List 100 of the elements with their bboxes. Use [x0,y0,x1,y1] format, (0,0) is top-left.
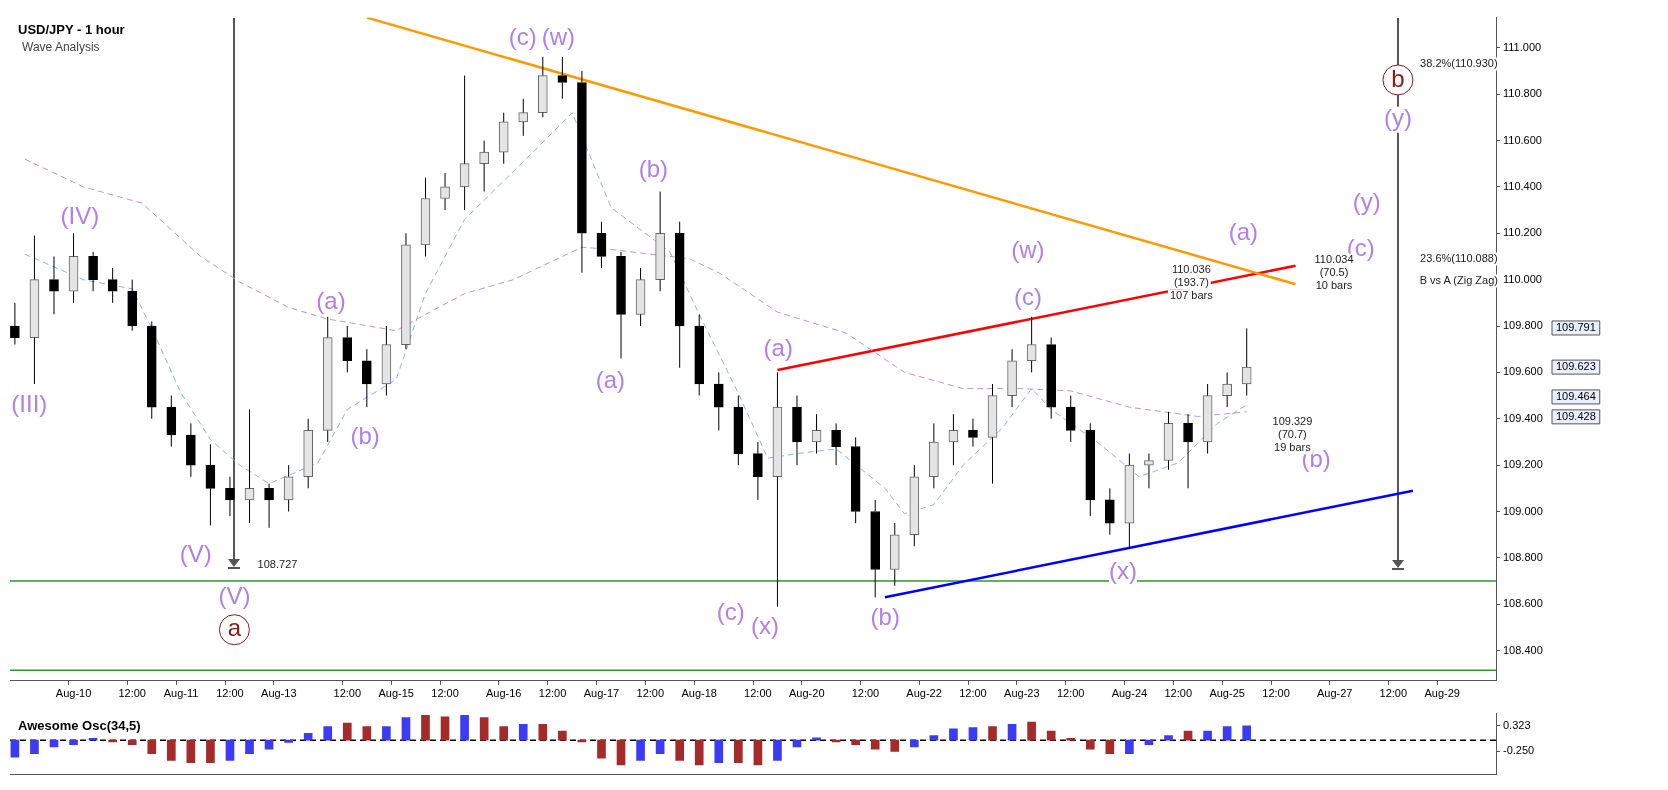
bar [773,739,782,761]
bar [401,717,411,741]
bar [460,715,469,741]
bar [1125,739,1134,755]
candlestick [68,232,79,304]
annotation: (a) [1228,217,1259,245]
y-tick-label: 109.000 [1503,504,1543,517]
annotation: (IV) [60,201,100,229]
y-tick-label: 110.800 [1503,87,1542,100]
text: 109.791 [1556,321,1596,334]
candlestick [283,464,294,513]
bar [968,727,978,741]
bar [949,728,958,741]
candlestick [792,395,802,466]
candlestick [303,418,314,489]
annotation: (c) [1013,282,1042,310]
candlestick [1026,316,1037,373]
bar [1066,738,1076,741]
y-tick-label: 109.800 [1503,319,1543,332]
candlestick [733,395,744,466]
y-tick-label: 110.000 [1503,272,1542,285]
x-tick-label: 12:00 [333,687,362,700]
y-tick-label: -0.250 [1503,744,1535,757]
candlestick [1046,337,1057,420]
bar [1164,735,1173,741]
x-tick-label: Aug-20 [789,687,825,700]
candlestick [889,522,900,587]
candlestick [1124,453,1135,550]
bar [851,739,860,746]
annotation: (b) [350,422,380,450]
candlestick [264,483,274,529]
bar [538,724,548,741]
candlestick [713,371,724,431]
candlestick [616,251,626,359]
annotation: (x) [1109,556,1138,584]
annotation: (y) [1352,187,1381,215]
x-tick-label: 12:00 [851,687,880,700]
bar [988,726,997,741]
text: 109.428 [1556,409,1596,422]
annotation: (V) [179,540,212,568]
bar [342,722,352,741]
candlestick [146,320,157,420]
candlestick [850,436,861,524]
bar [186,739,196,764]
annotation: (a) [595,366,626,394]
y-tick-label: 109.600 [1503,365,1543,378]
annotation: (c) [508,22,537,50]
bar [421,715,430,741]
bar [10,739,20,758]
bar [245,739,254,755]
bar [30,739,39,755]
candlestick [127,279,138,332]
candlestick [988,383,997,485]
bar [734,739,743,764]
annotation: (y) [1383,104,1412,132]
candlestick [831,422,841,466]
candlestick [557,56,568,100]
x-tick-label: Aug-11 [163,687,199,700]
y-tick-label: 108.800 [1503,550,1543,563]
annotation: (c) [716,598,745,626]
y-tick-label: 109.400 [1503,411,1543,424]
bar [1183,730,1193,741]
candlestick [537,56,548,118]
annotation: B vs A (Zig Zag) [1419,273,1498,286]
bar [929,735,939,741]
x-tick-label: 12:00 [431,687,459,700]
bar [440,716,450,741]
y-tick-label: 108.400 [1503,643,1543,656]
candlestick [322,316,333,443]
annotation: 110.036 (193.7) 107 bars [1169,262,1214,301]
candlestick [655,191,665,292]
bar [616,739,626,766]
x-tick-label: 12:00 [744,687,772,700]
candlestick [342,325,353,373]
bar [206,739,215,764]
chart-title: USD/JPY - 1 hour [18,21,125,37]
text: 109.623 [1556,360,1596,373]
x-tick-label: Aug-22 [906,687,942,700]
annotation: (III) [11,389,48,417]
bar [362,726,372,741]
bar [166,739,176,761]
annotation: (b) [638,155,669,183]
bar [382,726,391,741]
bar [714,739,724,764]
bar [1105,739,1115,755]
annotation: 23.6%(110.088) [1420,252,1498,265]
bar [323,726,333,741]
x-tick-label: Aug-13 [261,687,297,700]
x-tick-label: Aug-15 [378,687,414,700]
candlestick [29,235,40,385]
bar [264,739,274,750]
bar [890,739,900,752]
x-tick-label: 12:00 [216,687,244,700]
candlestick [1202,383,1213,455]
candlestick [518,98,529,137]
x-tick-label: Aug-23 [1004,687,1040,700]
bar [147,739,157,755]
candlestick [225,476,235,517]
candlestick [186,422,196,478]
candlestick [498,112,509,165]
